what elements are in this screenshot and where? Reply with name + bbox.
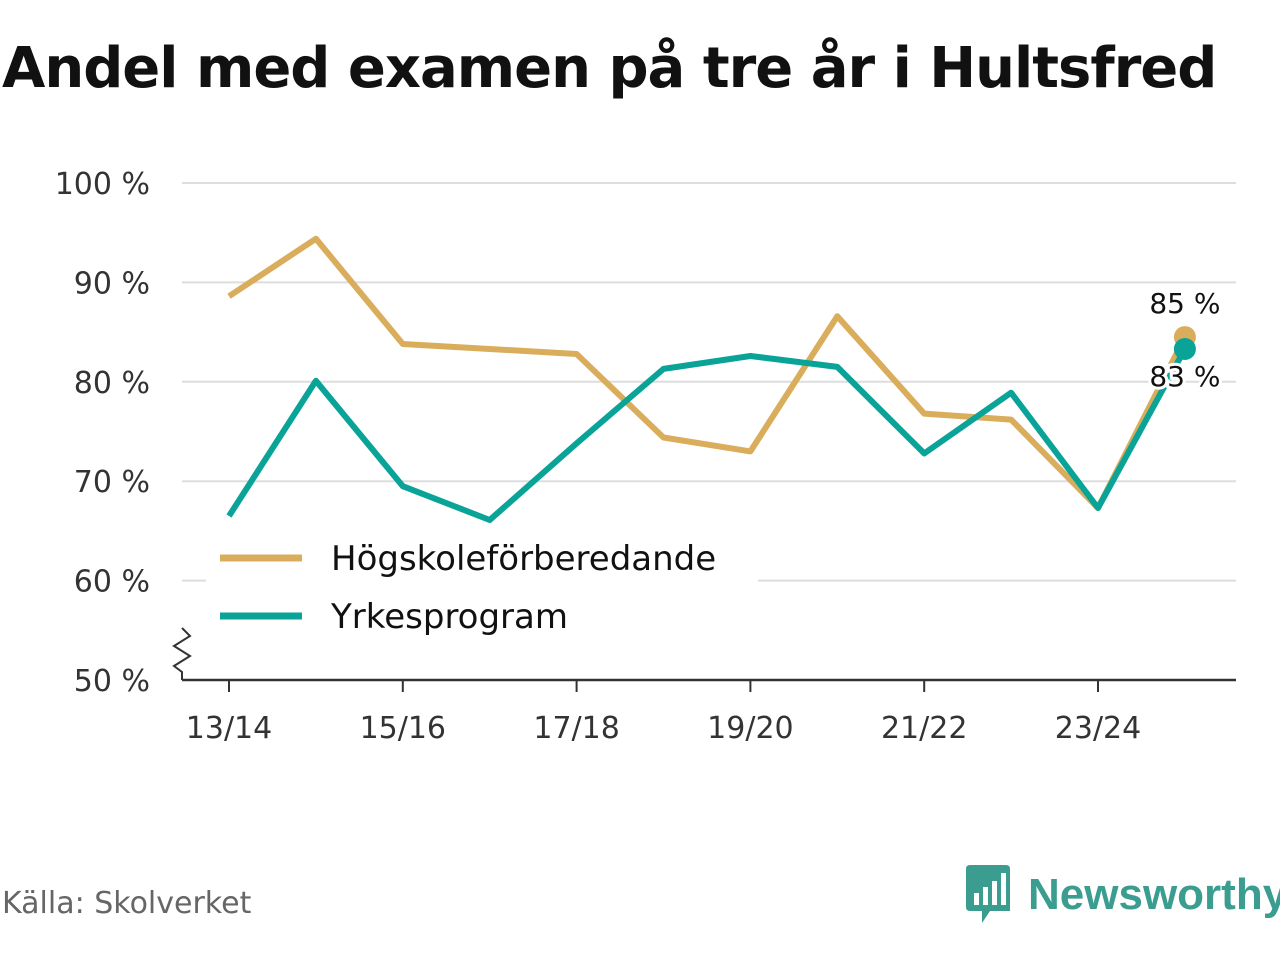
y-axis-break [172,627,192,680]
end-value-label: 83 % [1149,360,1220,393]
y-tick-label: 90 % [74,266,150,301]
y-tick-label: 70 % [74,465,150,500]
y-tick-label: 80 % [74,366,150,401]
chart-title: Andel med examen på tre år i Hultsfred [2,36,1217,101]
source-note: Källa: Skolverket [2,886,252,921]
x-tick-label: 15/16 [360,711,446,746]
x-tick-label: 21/22 [881,711,967,746]
end-labels: 85 % 83 % [1146,284,1223,396]
brand-logo: Newsworthy [962,860,1280,930]
legend-label: Högskoleförberedande [331,539,716,579]
newsworthy-logo-icon [966,865,1010,923]
end-point-marker [1173,337,1196,360]
y-tick-label: 100 % [55,167,150,202]
series-line-yrkesprogram [226,347,1188,523]
x-tick-label: 23/24 [1055,711,1141,746]
x-axis: 13/14 15/16 17/18 19/20 21/22 23/24 [182,678,1236,746]
series-line-hogskoleforberedande [227,235,1188,511]
y-tick-label: 60 % [74,565,150,600]
end-value-label: 85 % [1149,287,1220,320]
series-lines [226,235,1188,523]
y-axis-ticks: 50 % 60 % 70 % 80 % 90 % 100 % [55,167,192,699]
x-tick-label: 17/18 [533,711,619,746]
line-chart: 50 % 60 % 70 % 80 % 90 % 100 % 13/14 15/16 17/1… [55,167,1236,746]
x-tick-label: 13/14 [186,711,272,746]
legend: Högskoleförberedande Yrkesprogram [206,532,758,637]
brand-name: Newsworthy [1028,870,1280,919]
grid-lines [182,182,1236,582]
y-tick-label: 50 % [74,664,150,699]
x-tick-label: 19/20 [707,711,793,746]
legend-label: Yrkesprogram [330,597,568,637]
